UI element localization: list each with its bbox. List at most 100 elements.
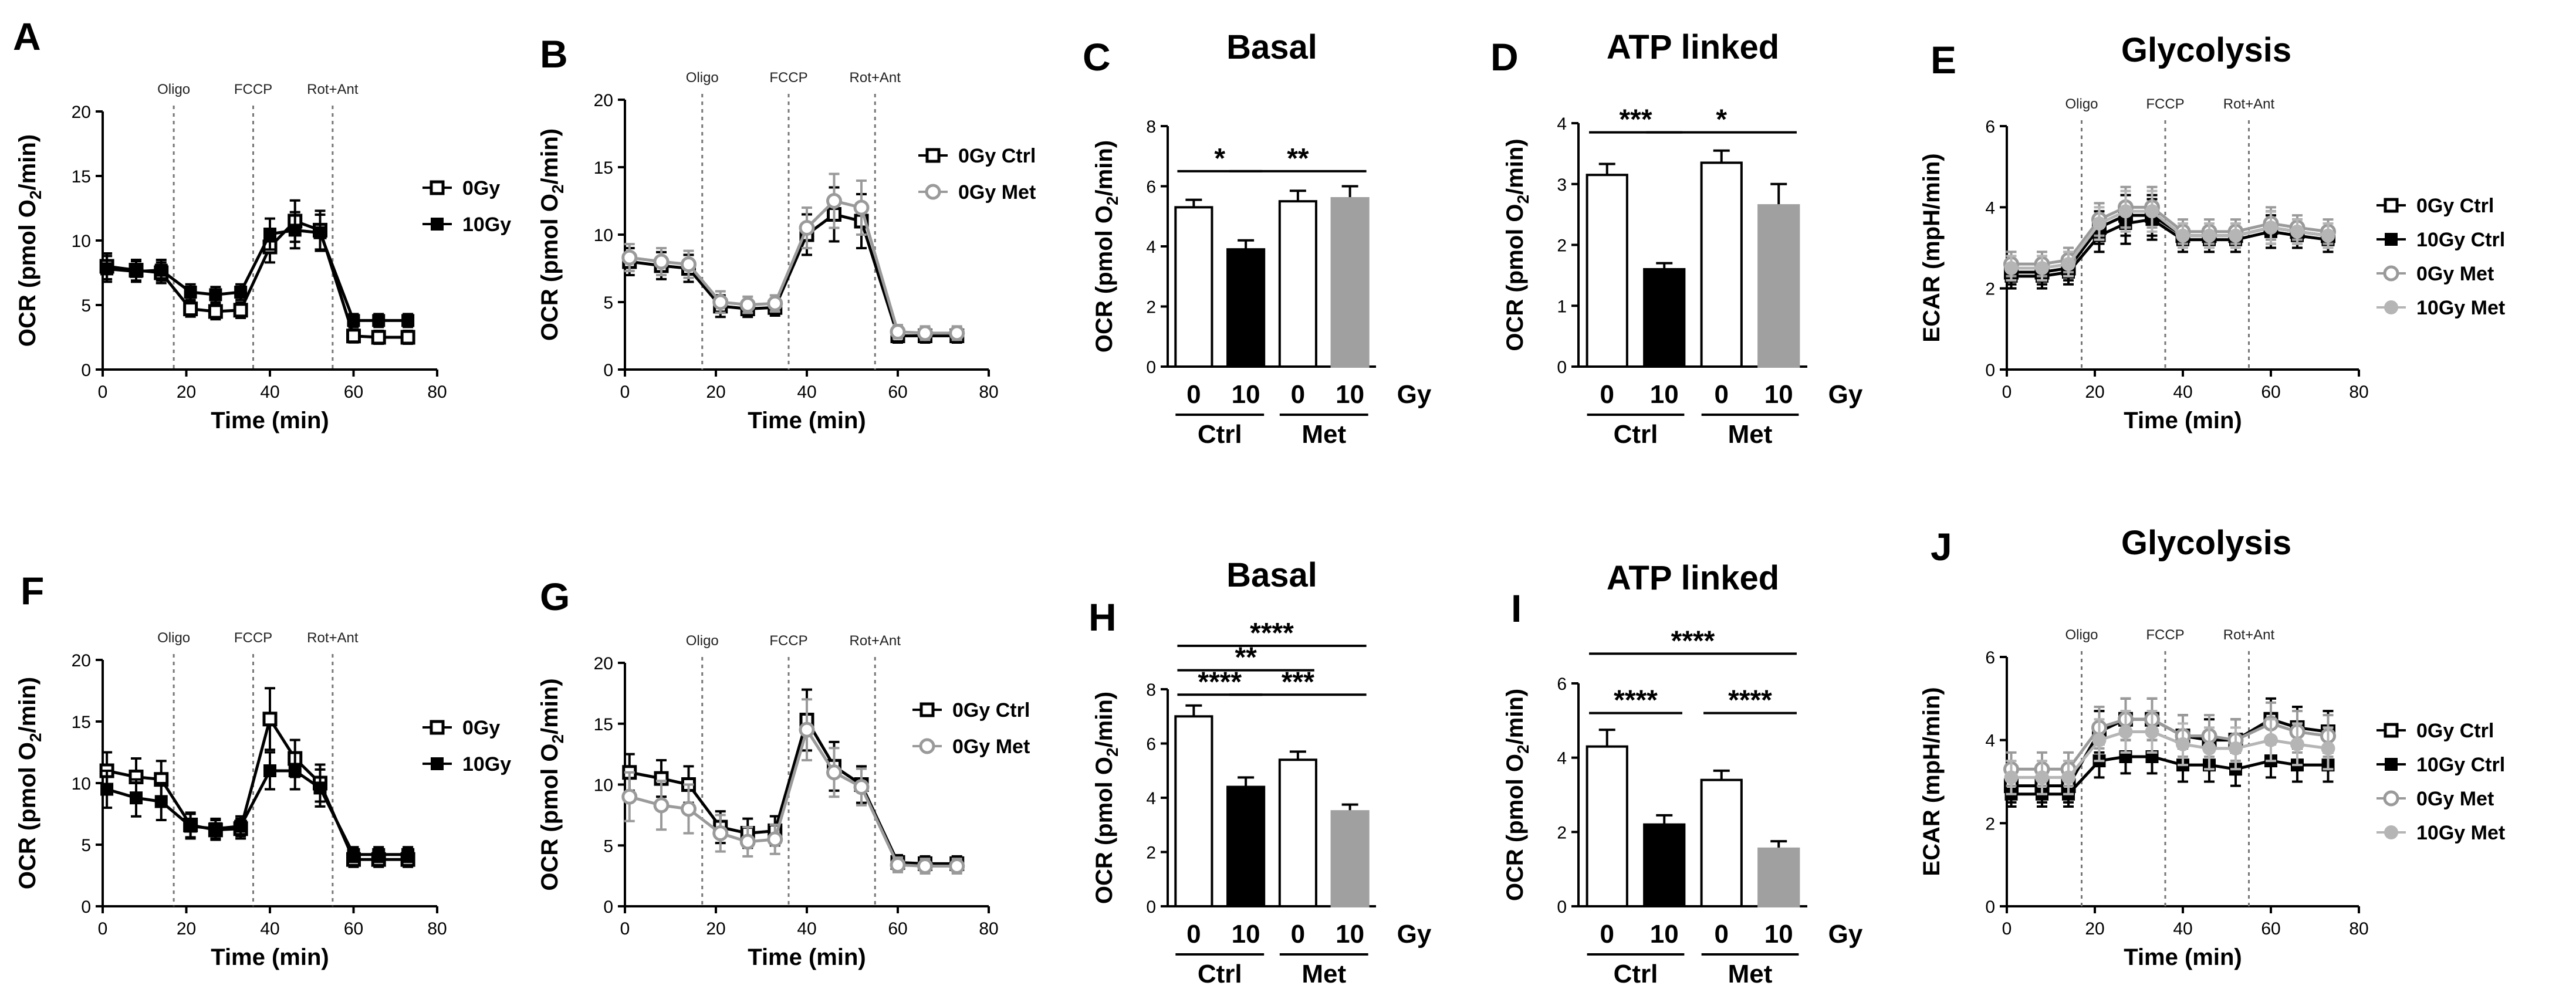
data-point xyxy=(262,712,278,727)
event-label: Rot+Ant xyxy=(2223,627,2275,643)
event-label: Oligo xyxy=(2065,627,2098,643)
data-point xyxy=(263,764,276,777)
data-point xyxy=(2264,733,2278,747)
x-axis-label: Time (min) xyxy=(748,408,866,433)
x-tick-label: 0 xyxy=(98,919,108,939)
unit-label: Gy xyxy=(1828,380,1863,409)
panel-label: J xyxy=(1931,525,1952,568)
bar xyxy=(1586,174,1628,368)
x-tick-label: 0 xyxy=(2002,919,2012,939)
series-10gy-met xyxy=(2004,189,2335,282)
panel-label: H xyxy=(1088,595,1117,639)
data-point xyxy=(853,779,870,795)
data-point xyxy=(2229,228,2243,243)
x-tick-label: 0 xyxy=(1291,380,1305,409)
data-point xyxy=(653,797,670,814)
y-tick-label: 0 xyxy=(1557,897,1567,917)
y-axis-label: ECAR (mpH/min) xyxy=(1919,687,1945,876)
group-label: Met xyxy=(1301,960,1346,988)
legend-marker xyxy=(919,738,935,754)
legend: 0Gy Ctrl 10Gy Ctrl 0Gy Met 10Gy Met xyxy=(2376,195,2505,319)
x-tick-label: 20 xyxy=(2085,919,2104,939)
panel-b: B 0 5 10 15 20 OCR (pmol O2/min) 0 20 40 60 80 Time … xyxy=(537,32,1036,433)
legend-marker xyxy=(2384,825,2398,839)
significance-label: **** xyxy=(1198,666,1242,697)
bar xyxy=(1226,785,1266,907)
panel-label: D xyxy=(1490,35,1519,79)
event-label: FCCP xyxy=(769,70,807,86)
legend-marker xyxy=(431,757,444,770)
legend-entry: 0Gy Met xyxy=(2416,788,2494,810)
legend-marker xyxy=(919,702,935,717)
significance-label: **** xyxy=(1250,618,1294,649)
legend: 0Gy 10Gy xyxy=(422,177,511,236)
y-tick-label: 5 xyxy=(81,836,91,855)
y-tick-label: 10 xyxy=(72,232,91,251)
y-tick-label: 4 xyxy=(1557,749,1567,768)
data-point xyxy=(2290,224,2304,239)
data-point xyxy=(184,286,197,299)
legend-marker xyxy=(2385,233,2398,246)
y-tick-label: 5 xyxy=(603,836,613,856)
event-label: Oligo xyxy=(686,70,719,86)
data-point xyxy=(621,788,638,805)
data-point xyxy=(288,764,302,777)
data-point xyxy=(209,822,222,835)
data-point xyxy=(2035,770,2049,785)
x-axis-label: Time (min) xyxy=(211,944,329,970)
bar xyxy=(1757,847,1800,908)
legend: 0Gy Ctrl 10Gy Ctrl 0Gy Met 10Gy Met xyxy=(2376,720,2505,844)
y-tick-label: 15 xyxy=(72,713,91,732)
event-label: Rot+Ant xyxy=(307,630,359,646)
bar xyxy=(1226,248,1266,368)
x-tick-label: 10 xyxy=(1336,380,1364,409)
event-label: FCCP xyxy=(234,82,272,97)
group-label: Ctrl xyxy=(1198,420,1242,449)
y-axis-label: OCR (pmol O2/min) xyxy=(15,677,45,889)
x-tick-label: 0 xyxy=(1600,920,1614,949)
panel-title: ATP linked xyxy=(1607,559,1779,597)
y-tick-label: 10 xyxy=(594,226,613,245)
legend-entry: 0Gy Ctrl xyxy=(2416,195,2494,217)
legend-entry: 0Gy Met xyxy=(2416,263,2494,285)
data-point xyxy=(234,819,248,833)
y-tick-label: 0 xyxy=(1985,361,1995,380)
data-point xyxy=(949,858,965,875)
data-point xyxy=(2321,741,2335,756)
bar xyxy=(1278,758,1317,907)
legend-entry: 10Gy Met xyxy=(2416,822,2505,844)
y-tick-label: 0 xyxy=(603,897,613,917)
data-point xyxy=(2229,741,2243,756)
y-tick-label: 4 xyxy=(1985,198,1995,218)
y-tick-label: 0 xyxy=(81,361,91,380)
y-tick-label: 3 xyxy=(1557,175,1567,195)
data-point xyxy=(739,834,756,850)
legend-marker xyxy=(2384,723,2399,738)
data-point xyxy=(2118,204,2133,219)
panel-label: G xyxy=(540,575,570,618)
x-tick-label: 10 xyxy=(1650,920,1679,949)
panel-label: F xyxy=(21,569,44,612)
group-label: Met xyxy=(1301,420,1346,449)
data-point xyxy=(400,330,415,345)
legend-marker xyxy=(2383,265,2399,282)
data-point xyxy=(2290,737,2304,751)
y-tick-label: 20 xyxy=(594,91,613,110)
y-tick-label: 0 xyxy=(1146,358,1156,377)
event-label: Oligo xyxy=(157,82,190,97)
legend-marker xyxy=(430,180,445,195)
legend-entry: 10Gy Ctrl xyxy=(2416,229,2505,251)
series-10gy xyxy=(100,751,415,863)
y-tick-label: 6 xyxy=(1557,675,1567,694)
x-tick-label: 60 xyxy=(344,382,363,402)
group-label: Ctrl xyxy=(1614,420,1658,449)
bar xyxy=(1174,206,1213,368)
bar xyxy=(1757,204,1800,368)
y-tick-label: 4 xyxy=(1985,731,1995,751)
panel-label: C xyxy=(1083,35,1111,79)
series-10gy-ctrl xyxy=(2004,739,2335,808)
bar xyxy=(1174,715,1213,907)
significance-label: **** xyxy=(1614,685,1658,716)
event-label: Oligo xyxy=(157,630,190,646)
y-axis-label: OCR (pmol O2/min) xyxy=(537,128,567,341)
